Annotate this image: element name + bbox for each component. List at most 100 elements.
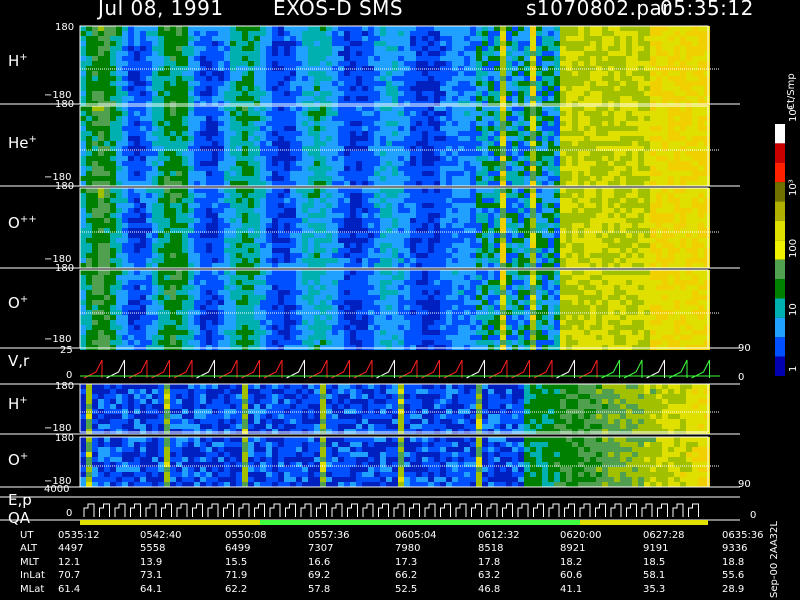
spectrogram-cell bbox=[686, 61, 692, 66]
spectrogram-cell bbox=[332, 228, 338, 233]
spectrogram-cell bbox=[680, 46, 686, 51]
spectrogram-cell bbox=[422, 76, 428, 81]
spectrogram-cell bbox=[248, 51, 254, 56]
spectrogram-cell bbox=[344, 41, 350, 46]
spectrogram-cell bbox=[458, 126, 464, 131]
spectrogram-cell bbox=[428, 26, 434, 31]
spectrogram-cell bbox=[638, 116, 644, 121]
spectrogram-cell bbox=[674, 223, 680, 228]
spectrogram-cell bbox=[272, 218, 278, 223]
spectrogram-cell bbox=[470, 26, 476, 31]
spectrogram-cell bbox=[482, 111, 488, 116]
spectrogram-cell bbox=[428, 151, 434, 156]
spectrogram-cell bbox=[254, 91, 260, 96]
spectrogram-cell bbox=[110, 151, 116, 156]
spectrogram-cell bbox=[206, 131, 212, 136]
spectrogram-cell bbox=[524, 106, 530, 111]
spectrogram-cell bbox=[410, 81, 416, 86]
spectrogram-cell bbox=[410, 116, 416, 121]
spectrogram-cell bbox=[668, 56, 674, 61]
spectrogram-cell bbox=[146, 41, 152, 46]
spectrogram-cell bbox=[194, 166, 200, 171]
spectrogram-cell bbox=[356, 188, 362, 193]
spectrogram-cell bbox=[176, 203, 182, 208]
spectrogram-cell bbox=[542, 46, 548, 51]
spectrogram-cell bbox=[80, 258, 86, 263]
spectrogram-cell bbox=[98, 166, 104, 171]
spectrogram-cell bbox=[602, 86, 608, 91]
spectrogram-cell bbox=[668, 181, 674, 186]
spectrogram-cell bbox=[542, 41, 548, 46]
spectrogram-cell bbox=[248, 193, 254, 198]
spectrogram-cell bbox=[452, 111, 458, 116]
spectrogram-cell bbox=[656, 248, 662, 253]
spectrogram-cell bbox=[272, 61, 278, 66]
spectrogram-cell bbox=[302, 41, 308, 46]
spectrogram-cell bbox=[452, 193, 458, 198]
spectrogram-cell bbox=[260, 223, 266, 228]
spectrogram-cell bbox=[398, 263, 404, 268]
spectrogram-cell bbox=[356, 76, 362, 81]
spectrogram-cell bbox=[392, 96, 398, 101]
spectrogram-cell bbox=[398, 41, 404, 46]
spectrogram-cell bbox=[440, 228, 446, 233]
spectrogram-cell bbox=[128, 193, 134, 198]
spectrogram-cell bbox=[572, 106, 578, 111]
spectrogram-cell bbox=[242, 208, 248, 213]
spectrogram-cell bbox=[314, 136, 320, 141]
spectrogram-cell bbox=[338, 61, 344, 66]
spectrogram-cell bbox=[656, 141, 662, 146]
spectrogram-cell bbox=[548, 126, 554, 131]
spectrogram-cell bbox=[428, 116, 434, 121]
spectrogram-cell bbox=[152, 131, 158, 136]
spectrogram-cell bbox=[458, 233, 464, 238]
spectrogram-cell bbox=[344, 228, 350, 233]
spectrogram-cell bbox=[140, 46, 146, 51]
spectrogram-cell bbox=[602, 131, 608, 136]
spectrogram-cell bbox=[92, 161, 98, 166]
spectrogram-cell bbox=[176, 126, 182, 131]
spectrogram-cell bbox=[146, 136, 152, 141]
spectrogram-cell bbox=[656, 176, 662, 181]
spectrogram-cell bbox=[620, 243, 626, 248]
spectrogram-cell bbox=[488, 61, 494, 66]
spectrogram-cell bbox=[386, 46, 392, 51]
spectrogram-cell bbox=[662, 156, 668, 161]
spectrogram-cell bbox=[632, 176, 638, 181]
spectrogram-cell bbox=[86, 161, 92, 166]
spectrogram-cell bbox=[680, 106, 686, 111]
spectrogram-cell bbox=[158, 46, 164, 51]
spectrogram-cell bbox=[512, 253, 518, 258]
spectrogram-cell bbox=[164, 116, 170, 121]
spectrogram-cell bbox=[254, 176, 260, 181]
spectrogram-cell bbox=[248, 258, 254, 263]
spectrogram-cell bbox=[392, 243, 398, 248]
spectrogram-cell bbox=[272, 51, 278, 56]
spectrogram-cell bbox=[140, 131, 146, 136]
spectrogram-cell bbox=[668, 76, 674, 81]
spectrogram-cell bbox=[500, 161, 506, 166]
spectrogram-cell bbox=[644, 223, 650, 228]
spectrogram-cell bbox=[140, 121, 146, 126]
spectrogram-cell bbox=[704, 146, 710, 151]
spectrogram-cell bbox=[548, 146, 554, 151]
spectrogram-cell bbox=[452, 176, 458, 181]
spectrogram-cell bbox=[572, 238, 578, 243]
spectrogram-cell bbox=[566, 86, 572, 91]
spectrogram-cell bbox=[362, 111, 368, 116]
spectrogram-cell bbox=[680, 141, 686, 146]
spectrogram-cell bbox=[230, 208, 236, 213]
spectrogram-cell bbox=[98, 238, 104, 243]
spectrogram-cell bbox=[254, 41, 260, 46]
spectrogram-cell bbox=[428, 146, 434, 151]
spectrogram-cell bbox=[146, 166, 152, 171]
spectrogram-cell bbox=[680, 166, 686, 171]
spectrogram-cell bbox=[578, 233, 584, 238]
spectrogram-cell bbox=[584, 156, 590, 161]
spectrogram-cell bbox=[224, 26, 230, 31]
spectrogram-cell bbox=[512, 263, 518, 268]
spectrogram-cell bbox=[428, 176, 434, 181]
spectrogram-cell bbox=[266, 258, 272, 263]
spectrogram-cell bbox=[80, 198, 86, 203]
spectrogram-cell bbox=[632, 238, 638, 243]
